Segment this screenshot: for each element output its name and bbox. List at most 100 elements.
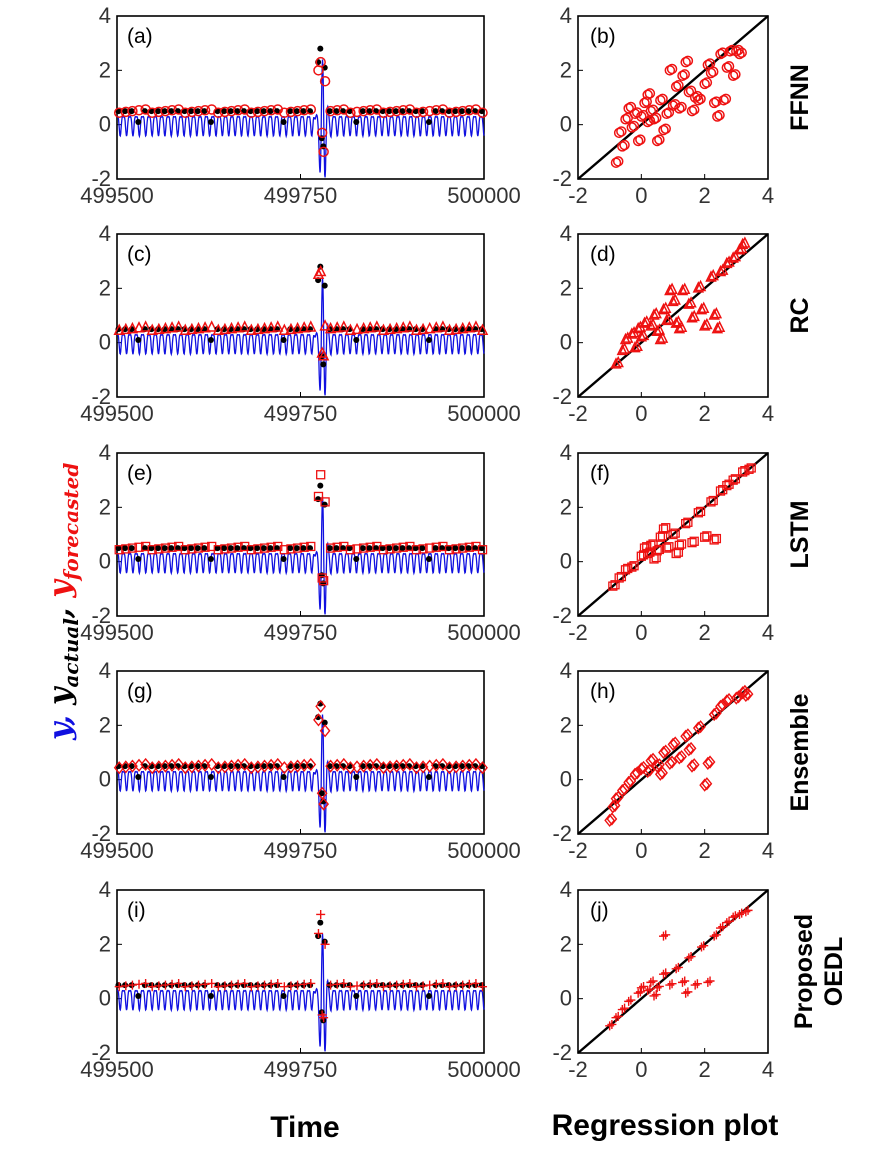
y-tick-label: 4 bbox=[560, 658, 572, 683]
actual-point bbox=[122, 108, 129, 115]
forecast-point bbox=[305, 104, 317, 115]
panel-label: (j) bbox=[590, 899, 609, 922]
scatter-point bbox=[721, 256, 733, 269]
x-tick-label: 0 bbox=[635, 401, 647, 426]
y-tick-label: 0 bbox=[99, 112, 111, 137]
scatter-point bbox=[651, 324, 663, 337]
forecast-point bbox=[219, 322, 231, 335]
x-tick-label: 499500 bbox=[80, 620, 153, 645]
x-tick-label: 2 bbox=[699, 838, 711, 863]
forecast-point bbox=[438, 978, 448, 988]
y-label-forecasted-sub: forecasted bbox=[59, 463, 83, 583]
scatter-point bbox=[692, 281, 705, 293]
y-tick-label: 4 bbox=[560, 440, 572, 465]
actual-point bbox=[465, 545, 472, 552]
forecast-point bbox=[331, 321, 343, 333]
scatter-point bbox=[637, 328, 650, 341]
actual-point bbox=[472, 108, 479, 115]
actual-point bbox=[320, 361, 327, 368]
scatter-point bbox=[624, 996, 634, 1006]
scatter-point bbox=[660, 301, 672, 313]
x-tick-label: 500000 bbox=[447, 838, 520, 863]
forecast-point bbox=[133, 321, 145, 333]
actual-point bbox=[207, 336, 214, 343]
y-tick-label: 2 bbox=[560, 931, 572, 956]
scatter-point bbox=[692, 721, 704, 735]
actual-point bbox=[432, 545, 439, 552]
forecast-point bbox=[316, 470, 326, 480]
scatter-point bbox=[660, 313, 673, 326]
actual-point bbox=[318, 790, 325, 797]
scatter-point bbox=[656, 331, 669, 343]
forecast-point bbox=[272, 320, 284, 332]
x-tick-label: -2 bbox=[568, 838, 588, 863]
scatter-point bbox=[644, 88, 656, 99]
scatter-point bbox=[669, 736, 681, 750]
y-tick-label: -2 bbox=[552, 166, 572, 191]
forecast-point bbox=[199, 321, 211, 333]
scatter-point bbox=[651, 552, 661, 563]
scatter-point bbox=[701, 317, 713, 330]
forecast-point bbox=[378, 982, 388, 992]
model-label: Ensemble bbox=[786, 693, 814, 811]
actual-point bbox=[128, 545, 135, 552]
actual-point bbox=[478, 545, 485, 552]
forecast-point bbox=[418, 981, 428, 991]
scatter-point bbox=[619, 139, 630, 151]
forecast-point bbox=[159, 321, 172, 334]
scatter-point bbox=[613, 1011, 623, 1021]
actual-point bbox=[386, 545, 393, 552]
forecast-point bbox=[180, 982, 190, 992]
actual-point bbox=[141, 545, 148, 552]
y-tick-label: -2 bbox=[91, 166, 111, 191]
scatter-point bbox=[736, 47, 747, 58]
scatter-point bbox=[648, 113, 660, 125]
y-tick-label: 0 bbox=[99, 549, 111, 574]
actual-point bbox=[419, 545, 426, 552]
forecast-point bbox=[418, 544, 428, 554]
actual-point bbox=[135, 118, 142, 125]
scatter-point bbox=[708, 97, 720, 109]
forecast-point bbox=[126, 321, 139, 334]
scatter-point bbox=[686, 952, 696, 962]
scatter-point bbox=[709, 931, 719, 941]
scatter-point bbox=[643, 986, 653, 996]
actual-point bbox=[207, 555, 214, 562]
scatter-point bbox=[706, 497, 716, 507]
actual-point bbox=[419, 982, 426, 989]
scatter-point bbox=[694, 279, 707, 292]
forecast-point bbox=[174, 978, 184, 988]
forecast-point bbox=[127, 543, 138, 553]
actual-point bbox=[406, 108, 413, 115]
scatter-point bbox=[728, 475, 738, 485]
forecast-point bbox=[411, 982, 421, 992]
forecast-point bbox=[319, 75, 331, 87]
x-tick-label: 4 bbox=[762, 1057, 774, 1082]
scatter-point bbox=[711, 96, 722, 107]
scatter-point bbox=[632, 321, 644, 334]
scatter-point bbox=[721, 62, 733, 73]
forecast-point bbox=[298, 321, 310, 333]
actual-point bbox=[207, 773, 214, 780]
scatter-point bbox=[698, 319, 711, 331]
actual-point bbox=[353, 555, 360, 562]
y-tick-label: 4 bbox=[560, 221, 572, 246]
actual-point bbox=[321, 719, 328, 726]
scatter-point bbox=[631, 339, 643, 351]
actual-point bbox=[155, 108, 162, 115]
x-tick-label: 0 bbox=[635, 1057, 647, 1082]
panel-label: (d) bbox=[590, 243, 616, 266]
x-tick-label: 499500 bbox=[80, 183, 153, 208]
scatter-point bbox=[679, 69, 690, 80]
forecast-point bbox=[404, 320, 416, 332]
actual-point bbox=[135, 992, 142, 999]
actual-point bbox=[161, 763, 168, 770]
scatter-point bbox=[626, 995, 636, 1005]
forecast-point bbox=[312, 267, 325, 279]
actual-point bbox=[128, 108, 135, 115]
y-tick-label: -2 bbox=[91, 821, 111, 846]
actual-point bbox=[346, 545, 353, 552]
actual-point bbox=[412, 545, 419, 552]
actual-point bbox=[300, 982, 307, 989]
scatter-point bbox=[664, 756, 676, 770]
